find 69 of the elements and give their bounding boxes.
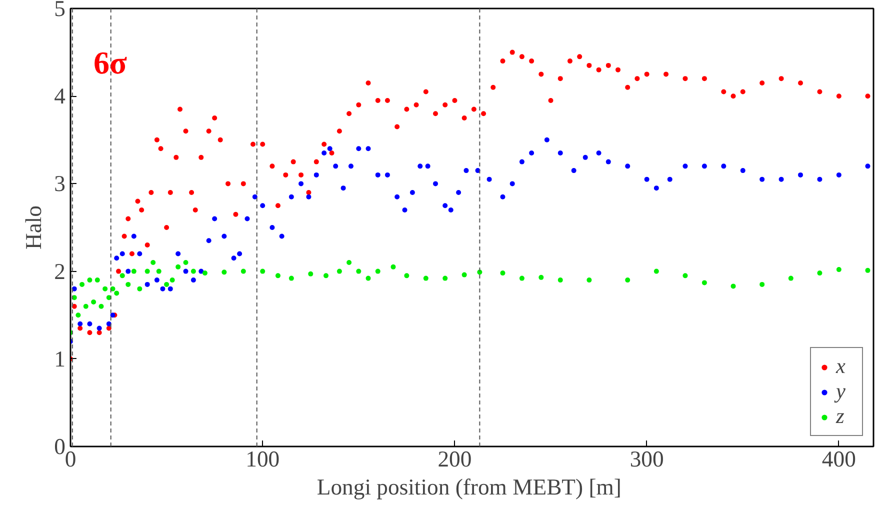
point (625, 278, 630, 283)
point (176, 264, 181, 270)
point (126, 282, 131, 287)
point (538, 274, 544, 280)
legend-label: y (836, 379, 846, 404)
y-tick-label: 5 (54, 0, 66, 21)
y-tick-label: 1 (54, 346, 66, 372)
point (80, 282, 85, 287)
point (346, 260, 352, 266)
x-tick-label: 300 (630, 446, 664, 472)
point (222, 270, 227, 275)
point (131, 268, 136, 274)
point (120, 273, 125, 278)
x-tick-label: 200 (438, 446, 472, 472)
point (324, 273, 328, 278)
point (558, 278, 563, 283)
legend-label: x (836, 354, 846, 379)
point (202, 270, 208, 276)
x-axis-title: Longi position (from MEBT) [m] (316, 474, 622, 500)
y-tick-label: 4 (54, 84, 66, 109)
point (83, 304, 88, 309)
point (190, 268, 196, 274)
point (654, 268, 659, 274)
point (102, 286, 108, 292)
point (114, 290, 120, 296)
y-axis-title: Halo (21, 205, 46, 250)
point (375, 268, 380, 274)
point (366, 276, 371, 281)
point (94, 278, 100, 283)
point (817, 270, 822, 276)
point (183, 260, 188, 266)
point (308, 271, 314, 276)
point (240, 268, 246, 274)
point (156, 268, 162, 274)
point (164, 282, 170, 287)
annotation: 6σ (94, 44, 128, 80)
point (137, 286, 142, 292)
point (87, 278, 92, 283)
point (275, 273, 280, 278)
legend-label: z (836, 404, 846, 429)
point (500, 270, 506, 276)
point (98, 304, 104, 309)
point (865, 268, 870, 273)
point (150, 260, 156, 266)
point (76, 312, 81, 318)
point (442, 276, 448, 281)
x-tick-label: 100 (246, 446, 280, 472)
point (288, 276, 294, 281)
point (462, 272, 467, 278)
point (788, 276, 794, 281)
point (356, 268, 362, 274)
y-tick-label: 2 (54, 258, 66, 284)
point (682, 273, 688, 278)
x-tick-label: 400 (822, 446, 856, 472)
point (404, 273, 410, 278)
point (144, 268, 150, 274)
point (836, 267, 842, 272)
point (519, 276, 524, 281)
point (730, 284, 736, 289)
point (170, 278, 175, 283)
point (336, 268, 342, 274)
point (702, 280, 707, 286)
point (586, 278, 592, 283)
point (390, 264, 396, 270)
point (760, 282, 765, 287)
point (260, 268, 266, 274)
y-tick-label: 3 (54, 171, 66, 196)
point (423, 276, 428, 281)
point (91, 299, 96, 304)
